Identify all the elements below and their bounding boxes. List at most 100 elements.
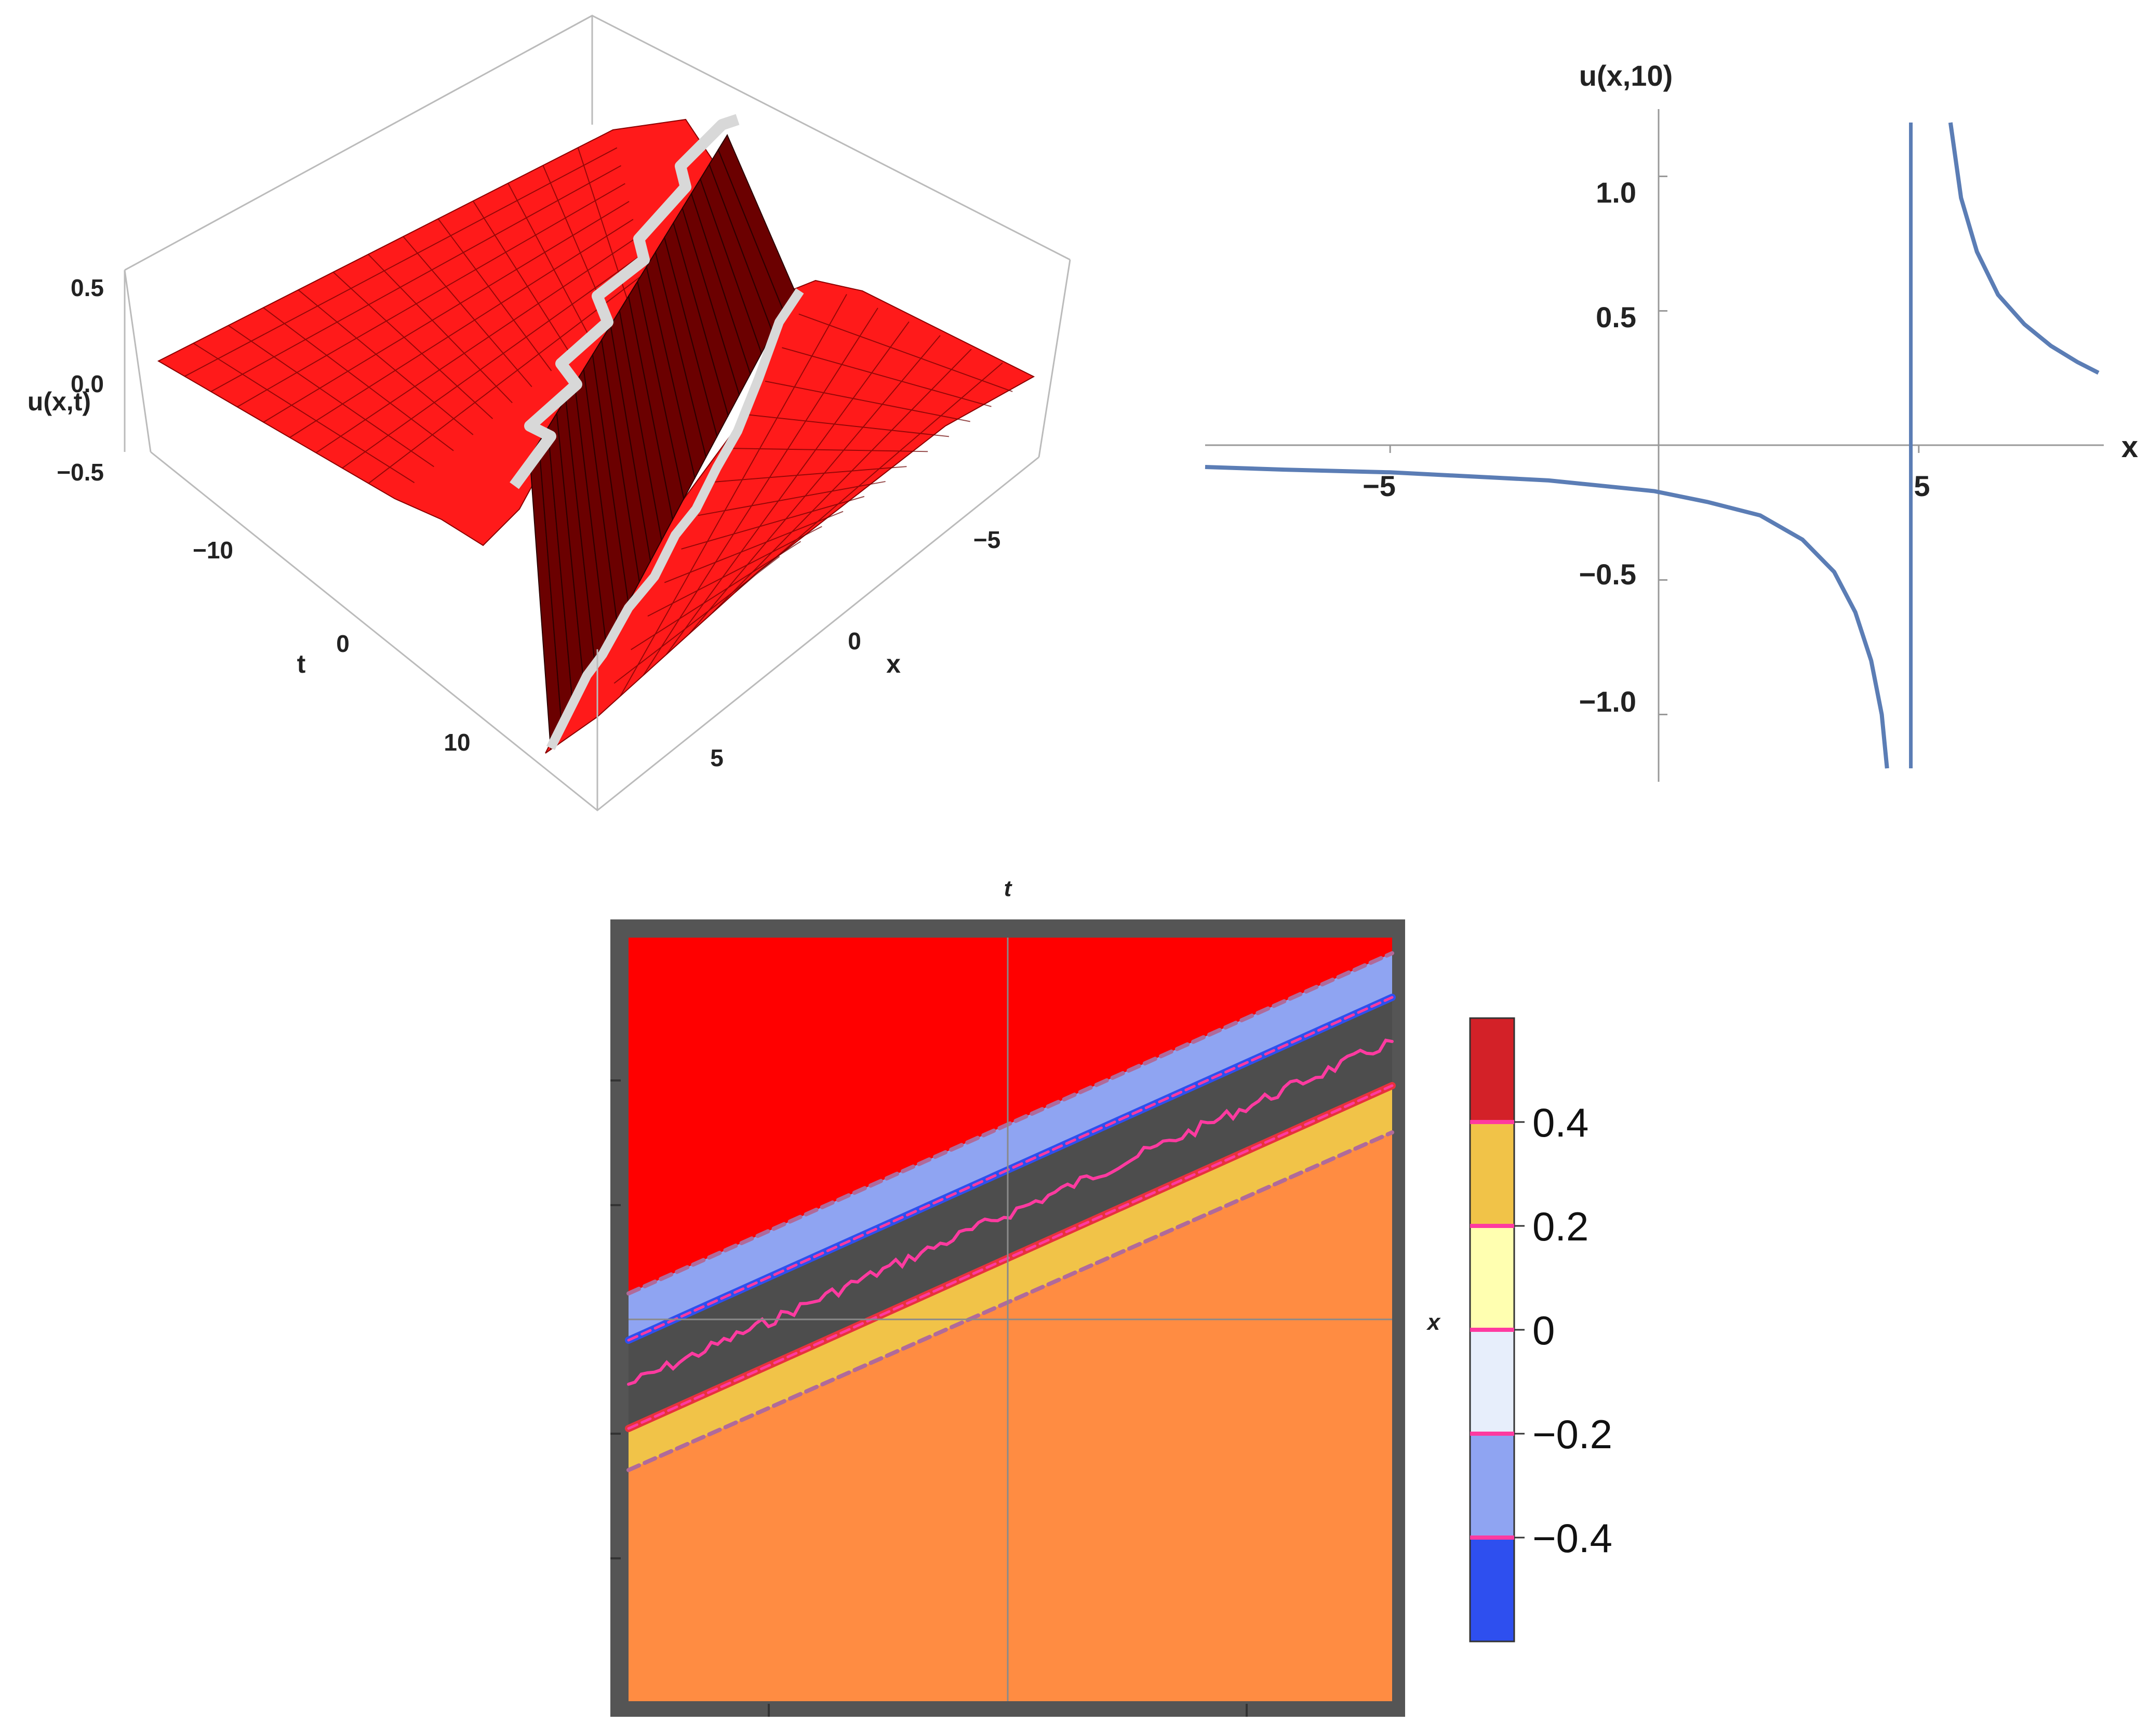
- legend-labels: 0.4 0.2 0 −0.2 −0.4: [1532, 1100, 1612, 1561]
- band-light-blue: [629, 953, 1392, 1340]
- mesh-line: [620, 293, 847, 697]
- mesh-line: [712, 349, 972, 613]
- z-tick-label: −0.5: [57, 459, 104, 486]
- t-tick-label: −10: [193, 537, 233, 564]
- x-tick-labels: −5 5: [1363, 470, 1930, 502]
- x-axis-label: x: [1426, 1310, 1441, 1335]
- color-legend: 0.4 0.2 0 −0.2 −0.4: [1469, 1017, 1612, 1642]
- mesh-line: [715, 466, 907, 483]
- legend-swatch: [1470, 1330, 1514, 1434]
- legend-label: 0: [1532, 1307, 1555, 1353]
- contour-plot: t x: [610, 876, 1612, 1717]
- x-tick-label: 5: [1914, 470, 1930, 502]
- z-axis: 0.5 0.0 −0.5 u(x,t): [28, 274, 104, 486]
- legend-label: −0.4: [1532, 1515, 1612, 1561]
- legend-label: 0.2: [1532, 1204, 1588, 1249]
- legend-label: 0.4: [1532, 1100, 1588, 1145]
- mesh-line: [689, 335, 941, 634]
- band-yellow: [629, 1086, 1392, 1470]
- mesh-line: [332, 272, 493, 419]
- mesh-line: [237, 183, 625, 408]
- contour-line: [626, 1130, 1394, 1472]
- bounding-box-back: [124, 15, 1071, 452]
- mesh-line: [472, 201, 572, 355]
- mesh-line: [263, 201, 630, 423]
- legend-label: −0.2: [1532, 1411, 1612, 1457]
- tick-marks: [1389, 176, 1920, 715]
- x-tick-label: 0: [848, 627, 861, 655]
- surface-mesh: [184, 147, 1013, 697]
- mesh-line: [368, 253, 513, 404]
- z-tick-label: 0.0: [71, 370, 104, 397]
- x-tick-label: −5: [973, 526, 1000, 553]
- frame-ticks: [610, 1079, 1248, 1717]
- mesh-line: [289, 219, 634, 438]
- series-right-branch: [1948, 122, 2100, 375]
- band-red: [629, 938, 1392, 1293]
- line-plot: u(x,10) x −5 5 1.0 0.5 −0.5 −1.0: [1205, 59, 2138, 782]
- band-dark: [629, 997, 1392, 1428]
- y-tick-label: 1.0: [1596, 176, 1636, 209]
- x-axis-label: x: [2121, 430, 2138, 464]
- y-tick-label: −1.0: [1579, 685, 1636, 718]
- mesh-line: [765, 380, 970, 422]
- mesh-line: [666, 321, 910, 655]
- t-axis: −10 0 10 t: [193, 537, 471, 756]
- legend-swatch: [1470, 1226, 1514, 1330]
- t-axis-label: t: [297, 649, 306, 678]
- y-tick-label: −0.5: [1579, 558, 1636, 591]
- surface-plot: 0.5 0.0 −0.5 u(x,t) −10 0 10 t 5 0 −5 x: [28, 15, 1071, 811]
- z-tick-label: 0.5: [71, 274, 104, 301]
- contour-line: [627, 996, 1394, 1342]
- contour-lines: [625, 951, 1396, 1472]
- mesh-line: [698, 480, 886, 516]
- cut-edge-lower: [546, 288, 804, 751]
- mesh-line: [681, 496, 865, 550]
- mesh-line: [210, 165, 622, 392]
- series-line: [1205, 122, 2100, 769]
- t-axis-label: t: [1004, 876, 1013, 901]
- mesh-line: [643, 308, 878, 676]
- mesh-line: [664, 511, 844, 583]
- t-tick-label: 10: [444, 729, 470, 756]
- legend-swatch: [1470, 1018, 1514, 1122]
- legend-separators: [1470, 1120, 1514, 1540]
- legend-swatch: [1470, 1122, 1514, 1226]
- x-axis: 5 0 −5 x: [710, 526, 1000, 771]
- contour-line: [627, 1084, 1394, 1430]
- plot-title: u(x,10): [1579, 59, 1673, 92]
- bounding-box-front: [124, 259, 1071, 811]
- mesh-line: [403, 236, 532, 388]
- mesh-line: [193, 342, 415, 484]
- singularity-walls: [529, 133, 796, 750]
- legend-swatch: [1470, 1538, 1514, 1641]
- mesh-line: [298, 289, 474, 435]
- mesh-line: [798, 313, 1013, 392]
- contour-line-noisy: [627, 1038, 1394, 1386]
- y-tick-label: 0.5: [1596, 301, 1636, 333]
- legend-ticks: [1514, 1121, 1525, 1539]
- mesh-line: [508, 183, 591, 339]
- mesh-line: [731, 448, 928, 452]
- contour-line: [626, 951, 1394, 1296]
- mesh-line: [315, 236, 638, 453]
- x-tick-label: −5: [1363, 470, 1396, 502]
- mesh-line: [782, 347, 992, 407]
- z-axis-label: u(x,t): [28, 387, 91, 416]
- x-axis-label: x: [886, 649, 901, 678]
- mesh-line: [735, 362, 1003, 593]
- cut-edge-upper: [510, 114, 740, 489]
- y-tick-labels: 1.0 0.5 −0.5 −1.0: [1579, 176, 1636, 718]
- mesh-line: [647, 526, 822, 617]
- mesh-line: [748, 414, 950, 437]
- mesh-line: [631, 541, 802, 650]
- grid-lines: [629, 938, 1392, 1701]
- mesh-line: [437, 218, 552, 371]
- mesh-line: [184, 147, 618, 377]
- legend-swatch: [1470, 1434, 1514, 1538]
- t-tick-label: 0: [336, 630, 350, 657]
- x-tick-label: 5: [710, 744, 724, 771]
- mesh-line: [228, 325, 434, 468]
- mesh-line: [342, 255, 642, 469]
